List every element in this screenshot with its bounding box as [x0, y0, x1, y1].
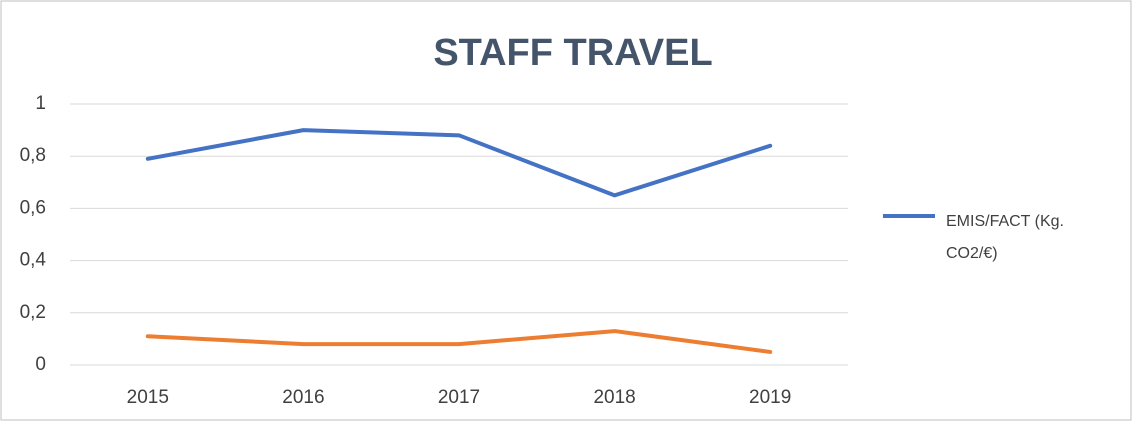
x-tick-label: 2018 [593, 387, 635, 408]
y-tick-label: 0,2 [20, 302, 46, 323]
series-line [145, 329, 773, 354]
x-tick-label: 2019 [749, 387, 791, 408]
series-line [145, 128, 773, 198]
y-tick-label: 0,4 [20, 250, 47, 271]
x-tick-label: 2016 [282, 387, 324, 408]
x-tick-label: 2017 [438, 387, 480, 408]
y-tick-label: 1 [35, 93, 46, 114]
y-tick-label: 0,8 [20, 145, 46, 166]
y-tick-label: 0 [35, 354, 46, 375]
legend-label: EMIS/FACT (Kg. CO2/€) [946, 213, 1064, 262]
chart-title: STAFF TRAVEL [433, 32, 712, 74]
y-tick-label: 0,6 [20, 197, 46, 218]
x-tick-label: 2015 [127, 387, 169, 408]
